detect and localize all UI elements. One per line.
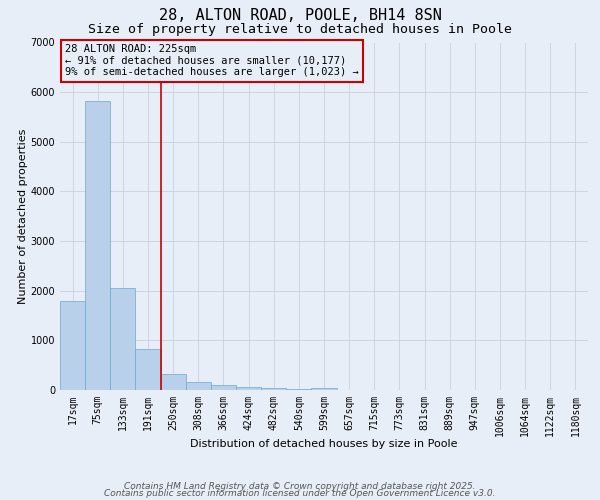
Bar — [211, 385, 236, 390]
Y-axis label: Number of detached properties: Number of detached properties — [18, 128, 28, 304]
Text: 28, ALTON ROAD, POOLE, BH14 8SN: 28, ALTON ROAD, POOLE, BH14 8SN — [158, 8, 442, 22]
Text: Size of property relative to detached houses in Poole: Size of property relative to detached ho… — [88, 22, 512, 36]
Bar — [261, 388, 286, 390]
Bar — [85, 101, 110, 390]
Text: 28 ALTON ROAD: 225sqm
← 91% of detached houses are smaller (10,177)
9% of semi-d: 28 ALTON ROAD: 225sqm ← 91% of detached … — [65, 44, 359, 78]
Bar — [161, 374, 186, 390]
Text: Contains public sector information licensed under the Open Government Licence v3: Contains public sector information licen… — [104, 489, 496, 498]
Bar — [136, 349, 161, 390]
Bar — [60, 300, 85, 390]
Bar — [110, 288, 136, 390]
Bar — [186, 382, 211, 390]
Bar — [236, 386, 261, 390]
Bar — [286, 388, 311, 390]
Bar — [311, 388, 337, 390]
X-axis label: Distribution of detached houses by size in Poole: Distribution of detached houses by size … — [190, 439, 458, 449]
Text: Contains HM Land Registry data © Crown copyright and database right 2025.: Contains HM Land Registry data © Crown c… — [124, 482, 476, 491]
